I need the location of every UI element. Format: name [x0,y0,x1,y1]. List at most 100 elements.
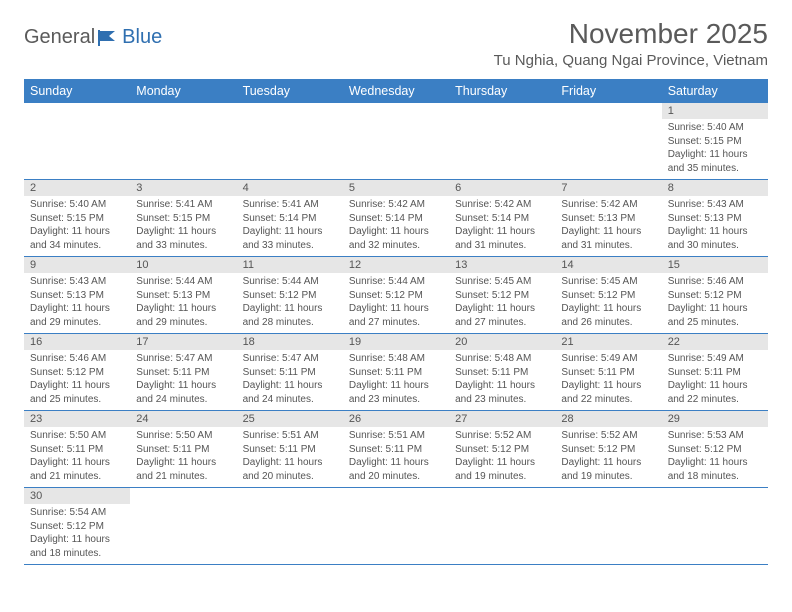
day-number: 17 [130,334,236,350]
day-number [237,103,343,107]
sunrise-text: Sunrise: 5:45 AM [455,275,549,289]
daylight-text: Daylight: 11 hours and 19 minutes. [561,456,655,483]
day-details: Sunrise: 5:45 AMSunset: 5:12 PMDaylight:… [555,273,661,333]
sunrise-text: Sunrise: 5:47 AM [136,352,230,366]
calendar-cell [555,488,661,565]
calendar-cell: 27Sunrise: 5:52 AMSunset: 5:12 PMDayligh… [449,411,555,488]
sunrise-text: Sunrise: 5:40 AM [668,121,762,135]
calendar-cell: 21Sunrise: 5:49 AMSunset: 5:11 PMDayligh… [555,334,661,411]
page-title: November 2025 [494,18,768,50]
day-number: 9 [24,257,130,273]
calendar-cell: 25Sunrise: 5:51 AMSunset: 5:11 PMDayligh… [237,411,343,488]
day-details: Sunrise: 5:44 AMSunset: 5:13 PMDaylight:… [130,273,236,333]
sunrise-text: Sunrise: 5:40 AM [30,198,124,212]
calendar-cell: 7Sunrise: 5:42 AMSunset: 5:13 PMDaylight… [555,180,661,257]
day-details: Sunrise: 5:44 AMSunset: 5:12 PMDaylight:… [343,273,449,333]
calendar-cell: 18Sunrise: 5:47 AMSunset: 5:11 PMDayligh… [237,334,343,411]
sunset-text: Sunset: 5:14 PM [455,212,549,226]
day-number [555,488,661,492]
sunrise-text: Sunrise: 5:52 AM [561,429,655,443]
day-number [343,103,449,107]
daylight-text: Daylight: 11 hours and 21 minutes. [30,456,124,483]
calendar-table: Sunday Monday Tuesday Wednesday Thursday… [24,79,768,565]
daylight-text: Daylight: 11 hours and 19 minutes. [455,456,549,483]
daylight-text: Daylight: 11 hours and 35 minutes. [668,148,762,175]
day-number: 6 [449,180,555,196]
day-header: Monday [130,79,236,103]
calendar-cell [130,103,236,180]
sunrise-text: Sunrise: 5:50 AM [136,429,230,443]
calendar-cell [343,488,449,565]
calendar-row: 30Sunrise: 5:54 AMSunset: 5:12 PMDayligh… [24,488,768,565]
sunrise-text: Sunrise: 5:50 AM [30,429,124,443]
calendar-cell [555,103,661,180]
sunrise-text: Sunrise: 5:46 AM [668,275,762,289]
sunset-text: Sunset: 5:15 PM [136,212,230,226]
sunset-text: Sunset: 5:12 PM [668,443,762,457]
calendar-cell [343,103,449,180]
daylight-text: Daylight: 11 hours and 21 minutes. [136,456,230,483]
day-details: Sunrise: 5:42 AMSunset: 5:14 PMDaylight:… [343,196,449,256]
day-number: 7 [555,180,661,196]
sunrise-text: Sunrise: 5:44 AM [349,275,443,289]
sunset-text: Sunset: 5:12 PM [455,289,549,303]
day-number: 5 [343,180,449,196]
flag-icon [97,29,119,47]
day-number: 14 [555,257,661,273]
logo: General Blue [24,18,162,49]
calendar-cell: 24 Sunrise: 5:50 AMSunset: 5:11 PMDayligh… [130,411,236,488]
daylight-text: Daylight: 11 hours and 34 minutes. [30,225,124,252]
calendar-cell: 26Sunrise: 5:51 AMSunset: 5:11 PMDayligh… [343,411,449,488]
calendar-cell [24,103,130,180]
daylight-text: Daylight: 11 hours and 29 minutes. [136,302,230,329]
day-header: Friday [555,79,661,103]
sunset-text: Sunset: 5:14 PM [243,212,337,226]
day-number: 10 [130,257,236,273]
day-number: 22 [662,334,768,350]
day-details: Sunrise: 5:41 AMSunset: 5:14 PMDaylight:… [237,196,343,256]
sunset-text: Sunset: 5:15 PM [668,135,762,149]
calendar-cell: 16Sunrise: 5:46 AMSunset: 5:12 PMDayligh… [24,334,130,411]
calendar-cell [237,103,343,180]
sunset-text: Sunset: 5:11 PM [243,366,337,380]
calendar-cell: 19Sunrise: 5:48 AMSunset: 5:11 PMDayligh… [343,334,449,411]
title-block: November 2025 Tu Nghia, Quang Ngai Provi… [494,18,768,69]
daylight-text: Daylight: 11 hours and 30 minutes. [668,225,762,252]
calendar-cell: 20Sunrise: 5:48 AMSunset: 5:11 PMDayligh… [449,334,555,411]
day-number: 4 [237,180,343,196]
day-details: Sunrise: 5:54 AMSunset: 5:12 PMDaylight:… [24,504,130,564]
day-number: 11 [237,257,343,273]
sunset-text: Sunset: 5:11 PM [136,366,230,380]
day-details: Sunrise: 5:40 AMSunset: 5:15 PMDaylight:… [662,119,768,179]
day-number: 25 [237,411,343,427]
day-details: Sunrise: 5:53 AMSunset: 5:12 PMDaylight:… [662,427,768,487]
sunset-text: Sunset: 5:12 PM [349,289,443,303]
calendar-row: 9Sunrise: 5:43 AMSunset: 5:13 PMDaylight… [24,257,768,334]
sunset-text: Sunset: 5:12 PM [455,443,549,457]
sunrise-text: Sunrise: 5:51 AM [349,429,443,443]
day-number: 24 [130,411,236,427]
calendar-cell [449,103,555,180]
day-number [662,488,768,492]
sunrise-text: Sunrise: 5:44 AM [136,275,230,289]
calendar-cell: 15Sunrise: 5:46 AMSunset: 5:12 PMDayligh… [662,257,768,334]
day-number: 2 [24,180,130,196]
day-number: 23 [24,411,130,427]
daylight-text: Daylight: 11 hours and 20 minutes. [349,456,443,483]
calendar-cell: 3Sunrise: 5:41 AMSunset: 5:15 PMDaylight… [130,180,236,257]
day-number: 13 [449,257,555,273]
day-details: Sunrise: 5:45 AMSunset: 5:12 PMDaylight:… [449,273,555,333]
day-number: 1 [662,103,768,119]
sunrise-text: Sunrise: 5:48 AM [455,352,549,366]
day-header: Sunday [24,79,130,103]
sunset-text: Sunset: 5:12 PM [668,289,762,303]
sunset-text: Sunset: 5:12 PM [30,520,124,534]
daylight-text: Daylight: 11 hours and 27 minutes. [455,302,549,329]
day-details: Sunrise: 5:50 AMSunset: 5:11 PMDaylight:… [24,427,130,487]
day-details: Sunrise: 5:44 AMSunset: 5:12 PMDaylight:… [237,273,343,333]
calendar-cell: 13Sunrise: 5:45 AMSunset: 5:12 PMDayligh… [449,257,555,334]
sunset-text: Sunset: 5:11 PM [136,443,230,457]
day-details: Sunrise: 5:49 AMSunset: 5:11 PMDaylight:… [555,350,661,410]
calendar-cell: 4Sunrise: 5:41 AMSunset: 5:14 PMDaylight… [237,180,343,257]
location-text: Tu Nghia, Quang Ngai Province, Vietnam [494,52,768,69]
